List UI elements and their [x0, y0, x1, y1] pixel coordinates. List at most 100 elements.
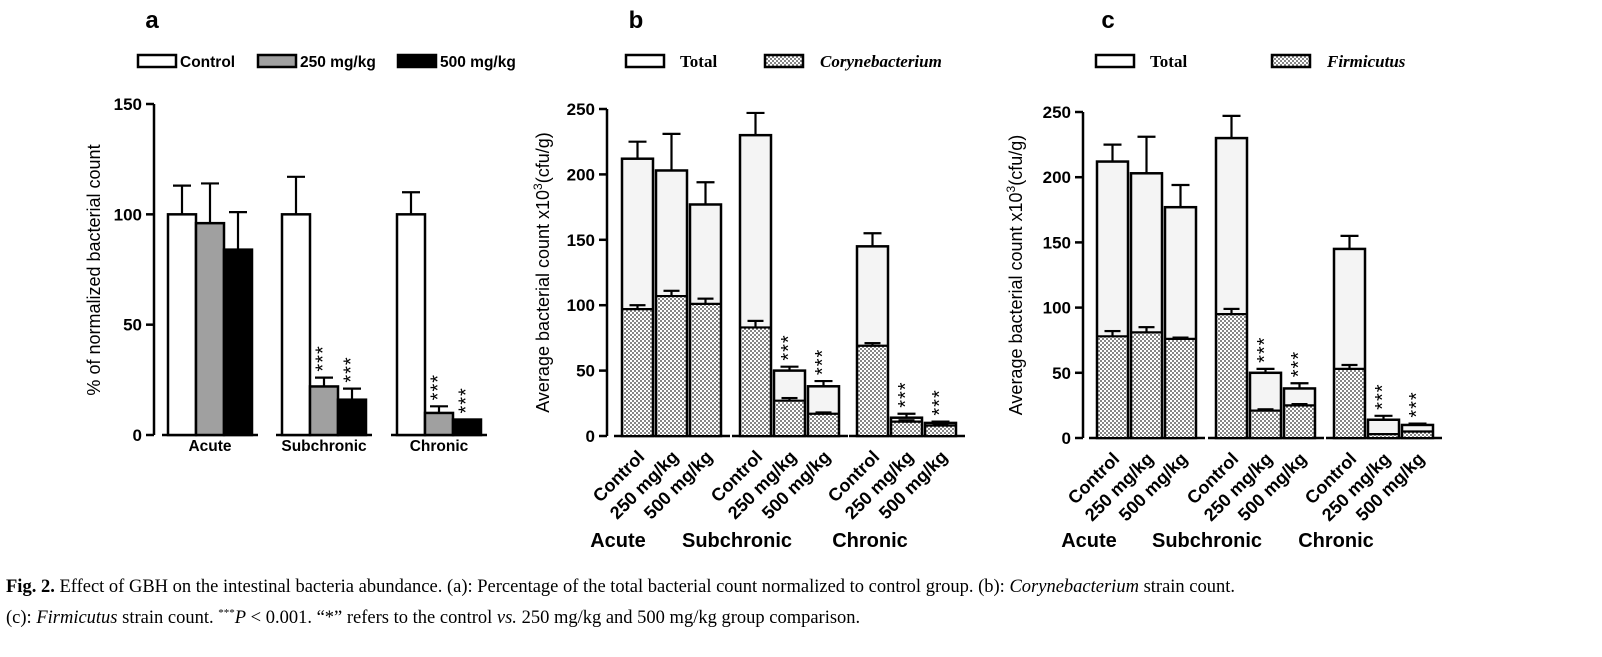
y-tick-label: 150 [1043, 233, 1071, 252]
y-tick-label: 150 [114, 95, 142, 114]
legend-swatch [763, 53, 805, 69]
chart-panel-c: c Total Firmicutus 0 50 100 150 200 250 Average b… [1004, 7, 1442, 552]
y-tick-label: 50 [576, 362, 595, 381]
chart-panel-b: b Total Corynebacterium 0 50 100 150 200 250 Aver… [531, 7, 965, 552]
legend-swatch [1270, 53, 1312, 69]
y-tick-label: 100 [1043, 299, 1071, 318]
y-tick-label: 50 [1052, 364, 1071, 383]
bar [194, 221, 226, 437]
y-tick-label: 150 [567, 231, 595, 250]
y-axis-label: Average bacterial count x103(cfu/g) [531, 132, 553, 413]
y-axis-label-sup: 3 [1004, 185, 1018, 192]
strain-bar [1285, 405, 1314, 437]
bar [280, 213, 312, 437]
bar [336, 398, 368, 437]
significance-stars: *** [1372, 383, 1394, 409]
legend-label: Corynebacterium [820, 52, 942, 71]
significance-stars: *** [1254, 337, 1276, 363]
caption-text: < 0.001. “*” refers to the control [246, 608, 497, 629]
legend-label: Total [680, 52, 717, 71]
bar [423, 411, 455, 437]
y-tick-label: 250 [1043, 103, 1071, 122]
group-label: Chronic [410, 438, 469, 455]
y-axis-label-unit: (cfu/g) [533, 132, 553, 183]
significance-stars: *** [895, 381, 917, 407]
y-tick-label: 100 [567, 296, 595, 315]
caption-text: (c): [6, 608, 37, 629]
y-tick-label: 0 [133, 426, 142, 445]
legend-swatch [1094, 53, 1136, 69]
strain-bar [775, 400, 804, 435]
legend-label: Total [1150, 52, 1187, 71]
y-axis-label-unit: (cfu/g) [1006, 135, 1026, 186]
legend-label: Firmicutus [1326, 52, 1406, 71]
bar [395, 213, 427, 437]
legend-label: 250 mg/kg [300, 54, 376, 71]
caption-stars: *** [218, 607, 235, 619]
figure-caption: Fig. 2. Effect of GBH on the intestinal … [6, 574, 1596, 631]
y-axis-label-main: Average bacterial count x10 [533, 190, 553, 413]
strain-bar [691, 303, 720, 435]
panel-label: b [629, 7, 644, 34]
group-label: Chronic [832, 530, 908, 552]
caption-text: strain count. [1138, 577, 1236, 597]
significance-stars: *** [427, 374, 449, 400]
strain-bar [1403, 431, 1432, 437]
significance-stars: *** [929, 389, 951, 415]
y-tick-label: 250 [567, 100, 595, 119]
strain-bar [741, 327, 770, 435]
caption-p: P [234, 608, 247, 629]
panel-label: a [145, 7, 159, 34]
legend-label: 500 mg/kg [440, 54, 516, 71]
panel-label: c [1101, 7, 1114, 34]
bar [308, 385, 340, 437]
chart-panel-a: a Control 250 mg/kg 500 mg/kg 0 50 100 150 % of … [84, 7, 516, 455]
y-axis-label-main: Average bacterial count x10 [1006, 192, 1026, 415]
significance-stars: *** [1406, 391, 1428, 417]
y-tick-label: 0 [586, 427, 595, 446]
strain-bar [1369, 434, 1398, 437]
caption-text: 250 mg/kg and 500 mg/kg group comparison… [516, 608, 861, 629]
group-label: Acute [590, 530, 646, 552]
strain-bar [926, 425, 955, 435]
group-label: Chronic [1298, 530, 1374, 552]
strain-bar [1217, 314, 1246, 437]
group-label: Subchronic [1152, 530, 1262, 552]
bar [222, 248, 254, 437]
legend-label: Control [180, 54, 235, 71]
caption-vs: vs. [496, 608, 517, 629]
strain-bar [1166, 338, 1195, 437]
group-label: Subchronic [281, 438, 367, 455]
legend-swatch [256, 53, 298, 69]
strain-bar [1335, 368, 1364, 437]
strain-bar [623, 309, 652, 435]
strain-bar [1251, 410, 1280, 437]
significance-stars: *** [455, 387, 477, 413]
group-label: Acute [1061, 530, 1117, 552]
legend-swatch [624, 53, 666, 69]
caption-line-2: (c): Firmicutus strain count. ***P < 0.0… [6, 600, 1596, 631]
y-axis-label-sup: 3 [531, 183, 545, 190]
bar [451, 418, 483, 437]
caption-label: Fig. 2. [6, 577, 55, 597]
caption-text: Effect of GBH on the intestinal bacteria… [59, 577, 1010, 597]
strain-bar [809, 413, 838, 435]
group-label: Subchronic [682, 530, 792, 552]
significance-stars: *** [1288, 351, 1310, 377]
strain-bar [657, 296, 686, 435]
legend-swatch [396, 53, 438, 69]
caption-italic: Firmicutus [36, 608, 118, 629]
y-axis-label: Average bacterial count x103(cfu/g) [1004, 135, 1026, 416]
legend-swatch [136, 53, 178, 69]
y-tick-label: 200 [1043, 168, 1071, 187]
figure-panels: a Control 250 mg/kg 500 mg/kg 0 50 100 150 % of … [84, 7, 1442, 552]
strain-bar [892, 421, 921, 435]
y-tick-label: 0 [1062, 429, 1071, 448]
caption-text: strain count. [117, 608, 219, 629]
caption-line-1: Fig. 2. Effect of GBH on the intestinal … [6, 574, 1596, 600]
y-tick-label: 50 [123, 316, 142, 335]
y-tick-label: 100 [114, 205, 142, 224]
strain-bar [1098, 336, 1127, 437]
y-tick-label: 200 [567, 165, 595, 184]
strain-bar [1132, 332, 1161, 437]
